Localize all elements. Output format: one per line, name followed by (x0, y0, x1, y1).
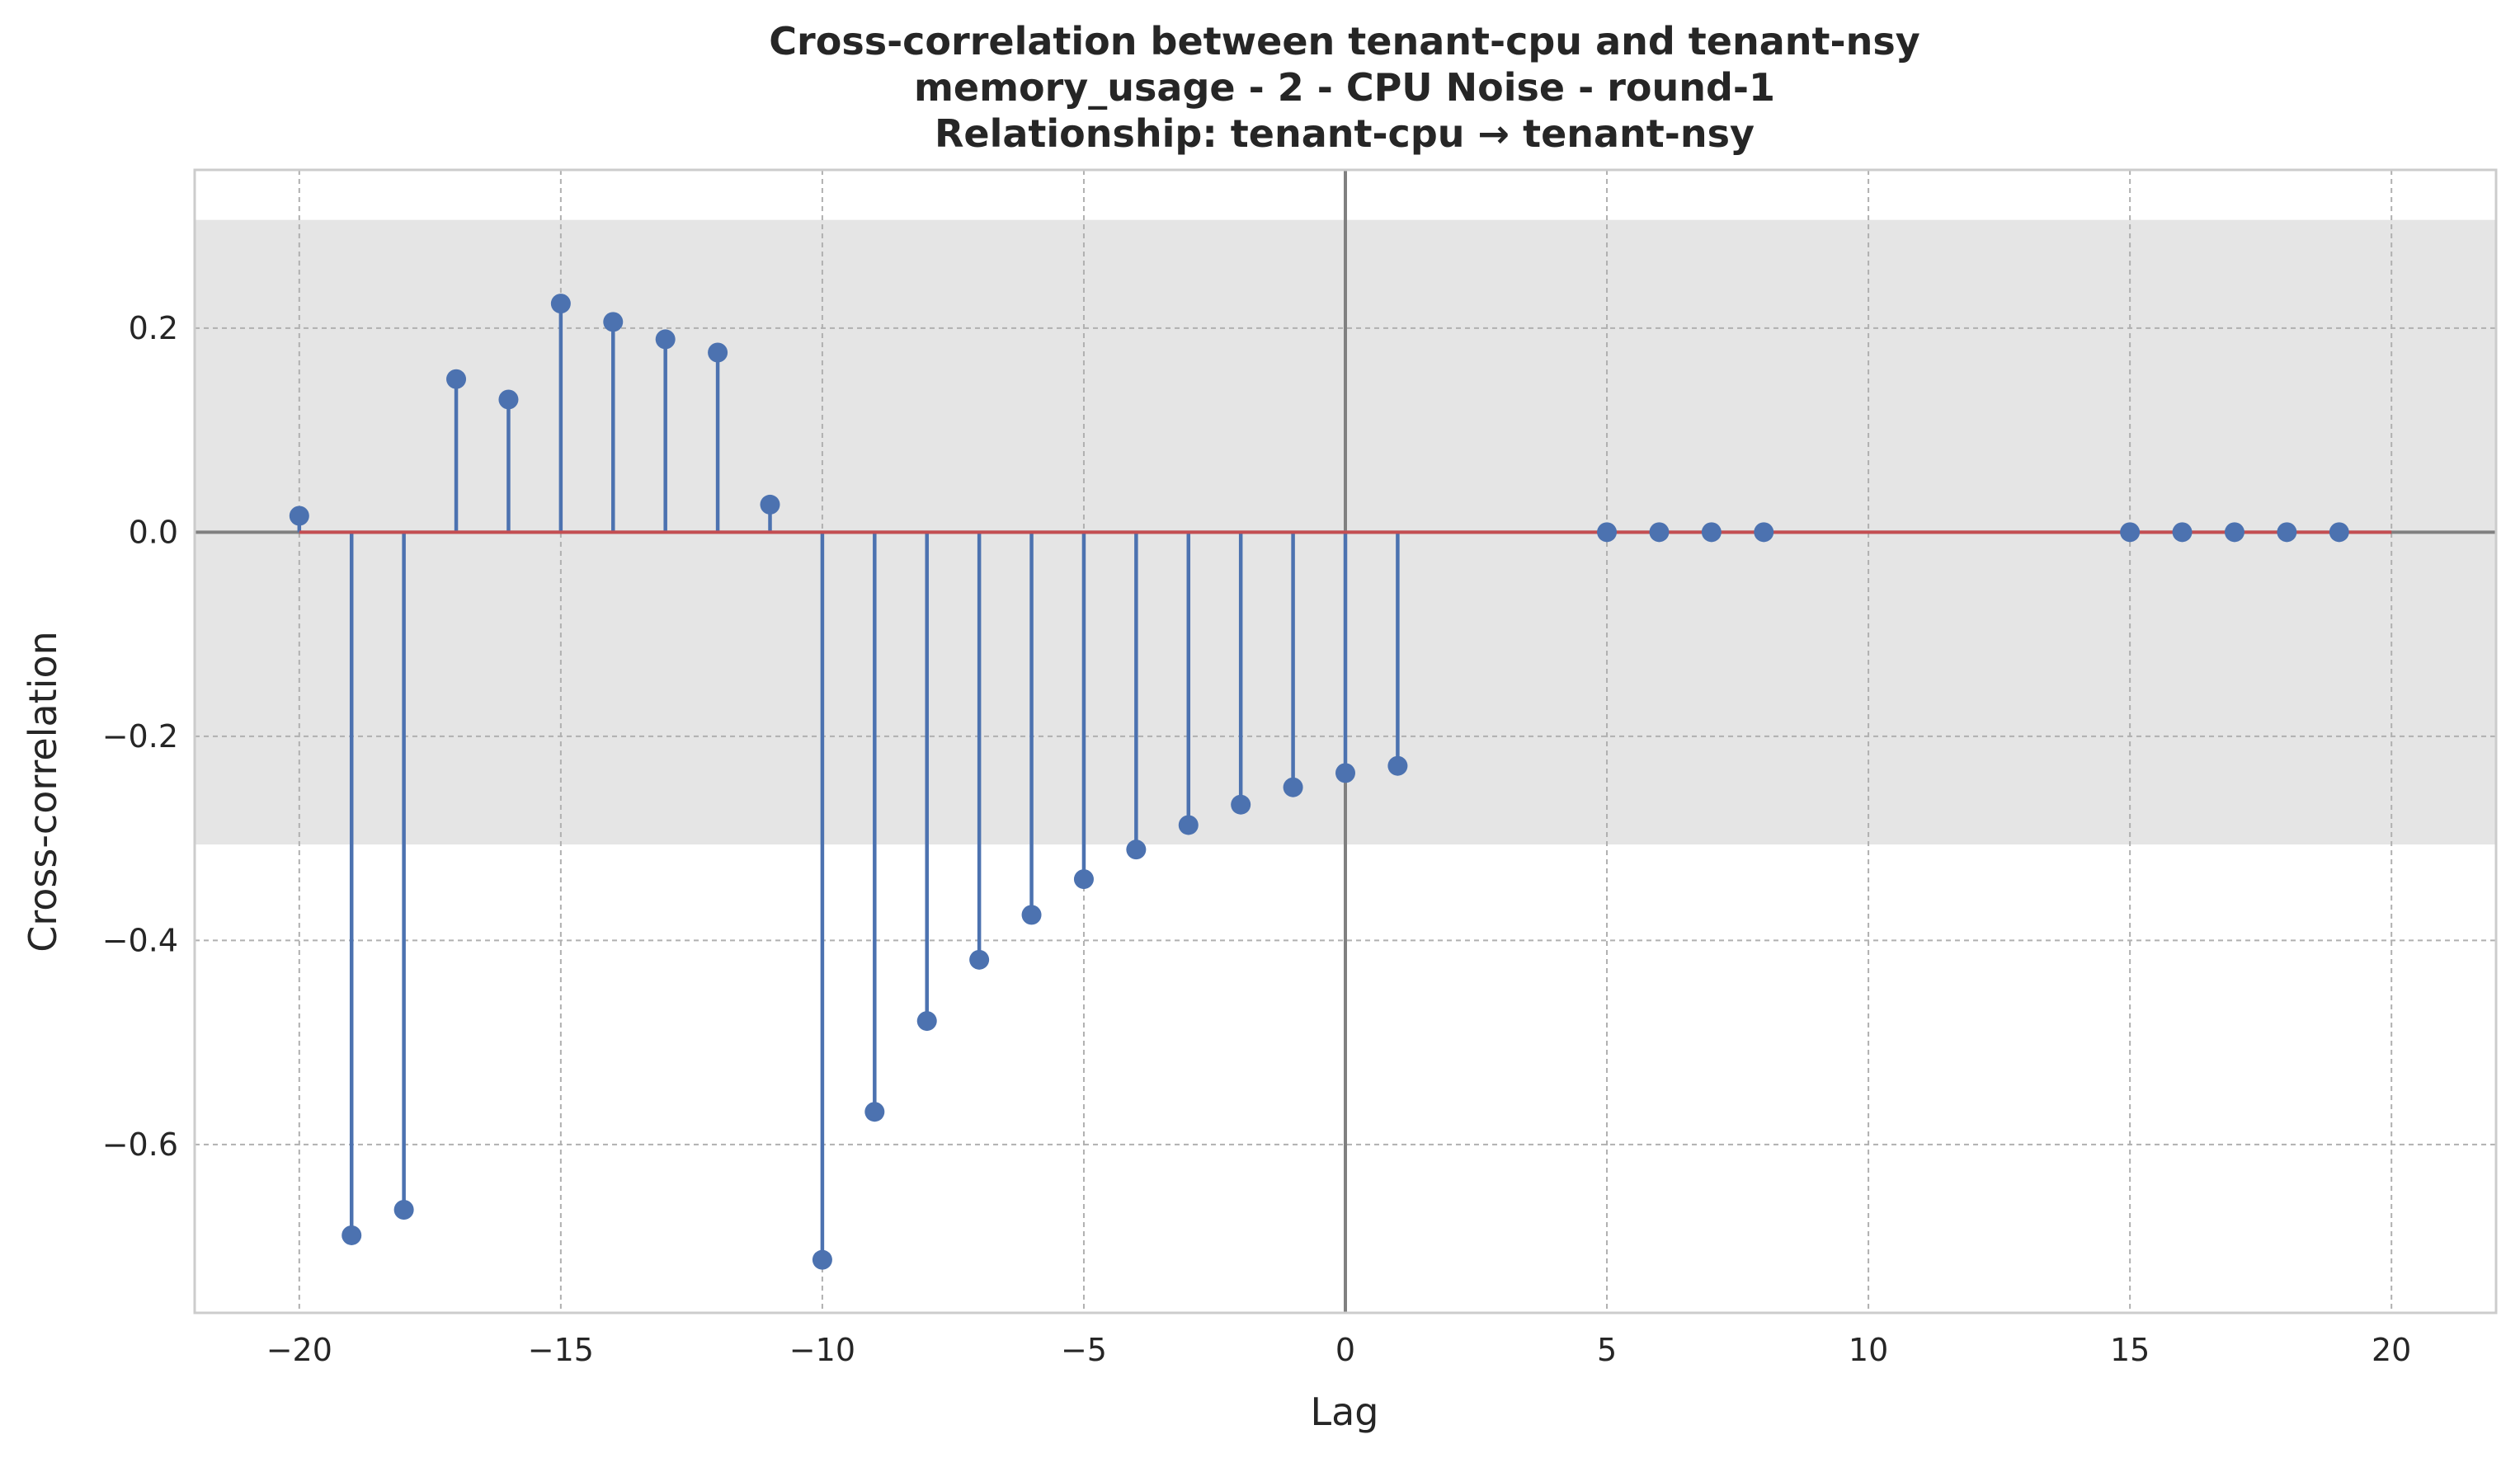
x-tick-label: −5 (1061, 1332, 1107, 1368)
chart-title-line-2: memory_usage - 2 - CPU Noise - round-1 (914, 65, 1775, 110)
plot-frame (193, 168, 2498, 1315)
data-point (1126, 840, 1147, 860)
data-point (603, 312, 624, 332)
data-point (760, 494, 780, 515)
y-tick-label: 0.0 (129, 514, 178, 550)
y-axis-label: Cross-correlation (21, 631, 65, 952)
x-tick-label: −20 (266, 1332, 332, 1368)
data-point (341, 1225, 362, 1245)
x-tick-label: 10 (1849, 1332, 1888, 1368)
chart-title-line-1: Cross-correlation between tenant-cpu and… (769, 19, 1919, 63)
x-tick-label: −15 (528, 1332, 594, 1368)
data-point (1387, 755, 1408, 776)
data-point (1701, 522, 1722, 543)
data-point (2224, 522, 2244, 543)
x-tick-label: 5 (1597, 1332, 1617, 1368)
y-tick-label: −0.6 (102, 1126, 178, 1163)
data-point (1649, 522, 1670, 543)
data-point (2120, 522, 2141, 543)
data-point (916, 1011, 937, 1032)
data-point (498, 389, 519, 410)
data-point (1073, 869, 1094, 890)
data-point (655, 329, 676, 350)
x-tick-label: 0 (1335, 1332, 1355, 1368)
data-point (2277, 522, 2297, 543)
x-tick-label: 15 (2110, 1332, 2150, 1368)
data-point (812, 1249, 832, 1270)
data-point (1021, 905, 1042, 925)
x-tick-label: 20 (2372, 1332, 2411, 1368)
y-tick-label: 0.2 (129, 310, 178, 346)
data-point (446, 369, 467, 389)
data-point (2329, 522, 2349, 543)
data-point (289, 506, 309, 526)
plot-area: −20 −15 −10 −5 0 5 10 15 20 −0.6 −0.4 −0.2 0.0 0.2 (102, 168, 2498, 1368)
x-axis-label: Lag (1310, 1390, 1378, 1434)
data-point (1178, 815, 1199, 835)
data-point (969, 949, 990, 970)
data-point (1597, 522, 1618, 543)
data-point (2172, 522, 2193, 543)
data-point (1754, 522, 1774, 543)
data-point (1283, 777, 1303, 797)
data-point (1231, 794, 1251, 815)
chart-title-line-3: Relationship: tenant-cpu → tenant-nsy (935, 111, 1755, 156)
y-tick-label: −0.2 (102, 718, 178, 755)
y-tick-label: −0.4 (102, 922, 178, 958)
x-tick-label: −10 (789, 1332, 855, 1368)
data-point (708, 342, 728, 363)
data-point (864, 1102, 885, 1122)
data-point (1335, 763, 1355, 783)
data-point (393, 1200, 414, 1220)
data-point (550, 294, 571, 314)
